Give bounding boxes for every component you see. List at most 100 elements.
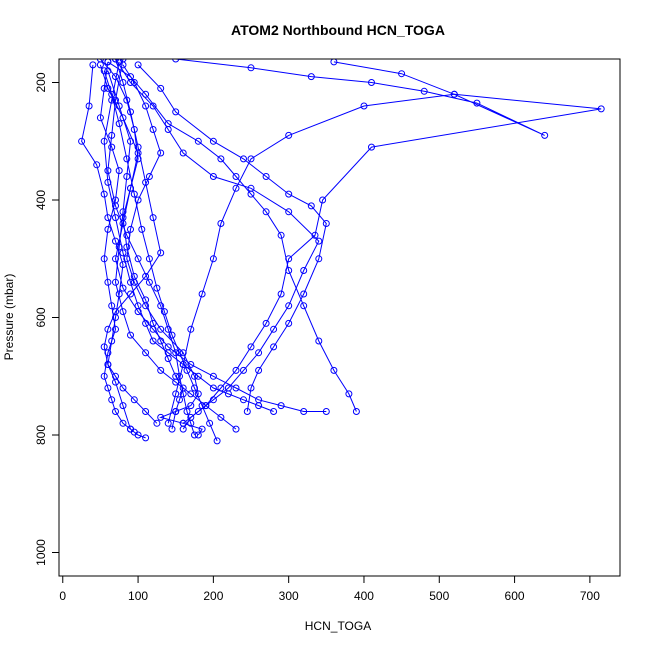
- data-point: [194, 408, 202, 415]
- series-line-14: [107, 70, 237, 430]
- data-point: [115, 290, 123, 298]
- data-point: [262, 173, 270, 180]
- data-point: [270, 343, 278, 351]
- data-point: [130, 79, 138, 86]
- data-point: [368, 79, 375, 86]
- data-point: [164, 120, 172, 128]
- data-point: [108, 131, 116, 139]
- data-point: [134, 61, 142, 69]
- data-point: [104, 325, 112, 333]
- data-point: [247, 155, 255, 163]
- data-point: [112, 308, 119, 316]
- data-point: [179, 361, 187, 368]
- data-point: [198, 402, 206, 410]
- data-point: [232, 173, 240, 180]
- data-point: [119, 261, 127, 269]
- data-point: [209, 137, 217, 145]
- data-point: [112, 372, 119, 380]
- data-point: [123, 96, 131, 104]
- data-point: [153, 284, 161, 292]
- data-point: [247, 384, 255, 392]
- data-point: [187, 402, 195, 410]
- data-point: [285, 319, 293, 327]
- data-point: [119, 419, 127, 427]
- data-point: [112, 237, 119, 245]
- series-line-13: [99, 64, 327, 412]
- data-point: [119, 208, 127, 216]
- data-point: [145, 278, 153, 286]
- data-point: [270, 408, 278, 415]
- data-point: [104, 67, 112, 75]
- data-point: [134, 149, 142, 157]
- data-point: [153, 419, 161, 427]
- data-point: [172, 349, 180, 357]
- data-point: [473, 99, 481, 107]
- data-point: [232, 384, 240, 392]
- data-point: [179, 149, 187, 157]
- x-axis: 0 100 200 300 400 500 600 700: [59, 576, 600, 603]
- data-point: [330, 366, 338, 374]
- data-point: [270, 325, 278, 333]
- data-point: [115, 59, 123, 66]
- data-point: [100, 137, 108, 145]
- data-point: [198, 425, 206, 433]
- data-point: [285, 255, 293, 263]
- data-point: [224, 390, 232, 398]
- data-point: [311, 231, 319, 239]
- data-point: [213, 437, 221, 445]
- data-point: [168, 331, 176, 339]
- data-point: [243, 408, 251, 415]
- data-point: [127, 290, 134, 298]
- data-point: [85, 102, 93, 110]
- data-point: [300, 302, 308, 310]
- data-point: [142, 296, 150, 304]
- data-point: [360, 102, 368, 110]
- data-point: [127, 184, 134, 192]
- data-point: [115, 120, 123, 128]
- data-point: [112, 408, 119, 415]
- series-line-3: [182, 61, 602, 430]
- data-point: [127, 108, 134, 116]
- data-point: [142, 102, 150, 110]
- data-point: [157, 413, 165, 421]
- data-point: [104, 349, 112, 357]
- data-point: [134, 255, 142, 263]
- data-point: [119, 308, 127, 316]
- data-point: [232, 366, 240, 374]
- data-point: [217, 413, 225, 421]
- x-tick-label: 100: [128, 589, 148, 603]
- data-point: [104, 278, 112, 286]
- data-point: [240, 155, 247, 163]
- data-point: [285, 190, 293, 198]
- data-point: [164, 349, 172, 357]
- data-point: [187, 325, 195, 333]
- data-point: [119, 384, 127, 392]
- data-point: [300, 267, 308, 274]
- data-points: [78, 59, 605, 445]
- data-point: [217, 155, 225, 163]
- data-point: [315, 237, 323, 245]
- data-point: [172, 408, 180, 415]
- data-point: [134, 196, 142, 204]
- data-point: [119, 249, 127, 257]
- data-point: [206, 419, 214, 427]
- data-point: [217, 384, 225, 392]
- data-point: [319, 196, 327, 204]
- data-point: [368, 143, 375, 151]
- data-point: [194, 372, 202, 380]
- data-point: [142, 408, 150, 415]
- data-point: [112, 255, 119, 263]
- data-point: [104, 178, 112, 186]
- data-point: [149, 126, 157, 133]
- data-point: [96, 61, 104, 69]
- data-point: [100, 255, 108, 263]
- data-point: [104, 225, 112, 233]
- data-point: [277, 231, 285, 239]
- data-point: [172, 378, 180, 386]
- data-point: [277, 290, 285, 298]
- data-point: [112, 278, 119, 286]
- x-tick-label: 300: [279, 589, 299, 603]
- y-tick-label: 600: [34, 307, 48, 327]
- data-point: [285, 302, 293, 310]
